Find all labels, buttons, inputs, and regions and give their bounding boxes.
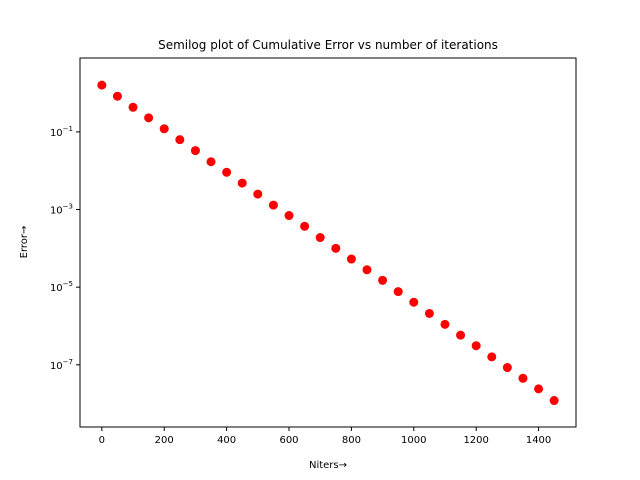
x-tick-label: 1200	[463, 435, 488, 446]
data-point	[284, 211, 294, 221]
data-point	[300, 221, 310, 231]
data-point	[159, 124, 169, 134]
plot-area	[79, 57, 577, 428]
data-point	[190, 146, 200, 156]
data-point	[502, 363, 512, 373]
x-tick-label: 400	[217, 435, 236, 446]
data-point	[378, 275, 388, 285]
x-tick-label: 200	[155, 435, 174, 446]
data-point	[362, 265, 372, 275]
x-tick-label: 800	[342, 435, 361, 446]
data-point	[534, 384, 544, 394]
data-point	[409, 297, 419, 307]
x-axis: 0 200 400 600 800 1000 1200 1400	[99, 427, 551, 446]
data-points	[97, 80, 559, 406]
y-axis: 10−1 10−3 10−5 10−7	[50, 125, 80, 372]
data-point	[97, 80, 107, 90]
data-point	[175, 135, 185, 145]
x-tick-label: 0	[99, 435, 105, 446]
data-point	[549, 396, 559, 406]
data-point	[331, 243, 341, 253]
data-point	[315, 233, 325, 243]
data-point	[206, 157, 216, 167]
data-point	[518, 373, 528, 383]
data-point	[222, 167, 232, 177]
data-point	[237, 178, 247, 188]
data-point	[268, 200, 278, 210]
data-point	[424, 308, 434, 318]
chart-title: Semilog plot of Cumulative Error vs numb…	[158, 38, 498, 52]
x-tick-label: 600	[279, 435, 298, 446]
y-tick-label: 10−5	[50, 280, 73, 294]
data-point	[471, 341, 481, 351]
y-axis-label: Error→	[19, 226, 30, 259]
data-point	[456, 330, 466, 340]
x-tick-label: 1400	[526, 435, 551, 446]
x-tick-label: 1000	[401, 435, 426, 446]
x-axis-label: Niters→	[309, 460, 347, 471]
data-point	[144, 113, 154, 123]
y-tick-label: 10−7	[50, 358, 73, 372]
y-tick-label: 10−3	[50, 203, 73, 217]
data-point	[112, 91, 122, 101]
data-point	[393, 287, 403, 297]
data-point	[346, 254, 356, 264]
data-point	[253, 189, 263, 199]
y-tick-label: 10−1	[50, 125, 73, 139]
data-point	[128, 102, 138, 112]
data-point	[487, 352, 497, 362]
data-point	[440, 319, 450, 329]
